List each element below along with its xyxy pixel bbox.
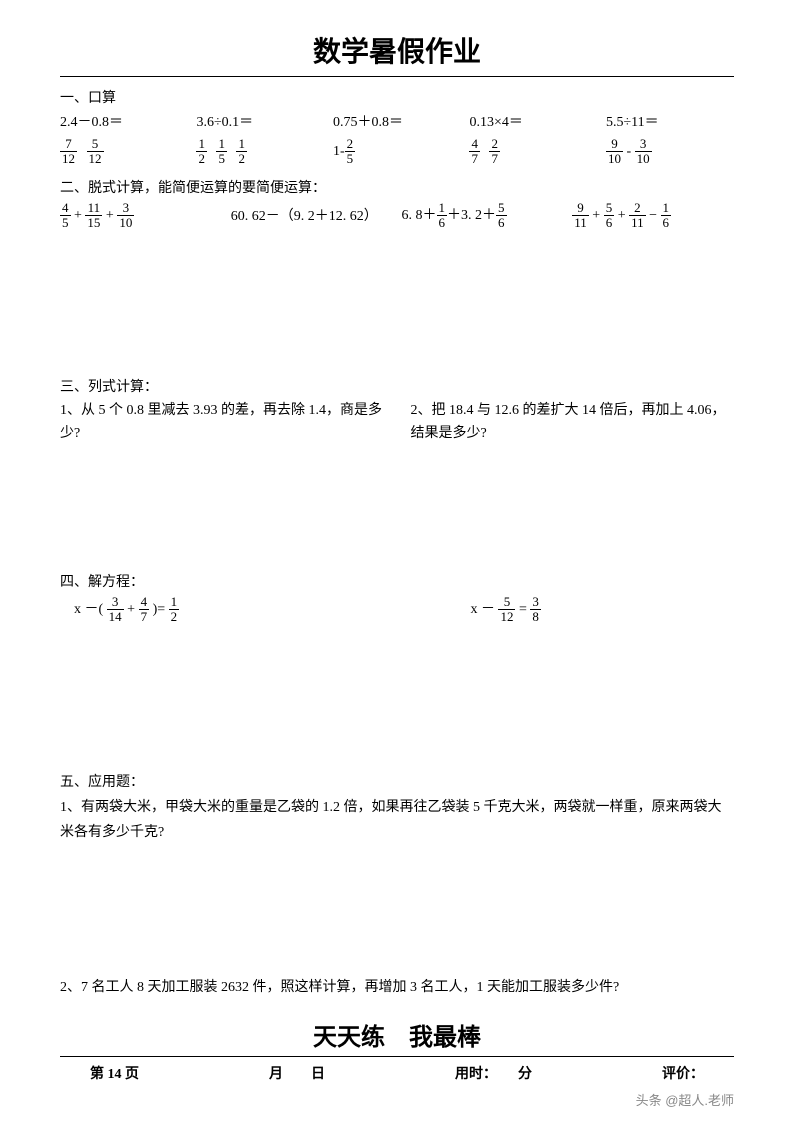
q-4-1: x －( 314 + 47 )= 12 (60, 595, 384, 625)
q-1-5: 5.5÷11＝ (606, 111, 734, 131)
q-1-6: 712 512 (60, 137, 188, 167)
footer-page: 第 14 页 (90, 1063, 139, 1083)
q-3-1: 1、从 5 个 0.8 里减去 3.93 的差，再去除 1.4，商是多少? (60, 400, 384, 445)
q-5-2: 2、7 名工人 8 天加工服装 2632 件，照这样计算，再增加 3 名工人，1… (60, 975, 734, 1000)
q-1-7: 12 15 12 (196, 137, 324, 167)
footer-time: 用时： 分 (455, 1063, 532, 1083)
section2-head: 二、脱式计算，能简便运算的要简便运算： (60, 177, 734, 197)
section5-head: 五、应用题： (60, 771, 734, 791)
q-1-9: 47 27 (469, 137, 597, 167)
q-1-3: 0.75＋0.8＝ (333, 111, 461, 131)
q-2-3: 6. 8＋16＋3. 2＋56 (402, 201, 564, 231)
q-2-1: 45 + 1115 + 310 (60, 201, 222, 231)
footer-eval: 评价： (662, 1063, 704, 1083)
rule-top (60, 76, 734, 77)
section1-head: 一、口算 (60, 87, 734, 107)
footer-motto: 天天练 我最棒 (60, 1017, 734, 1052)
section1-row2: 712 512 12 15 12 1-25 47 27 910 - 310 (60, 137, 734, 167)
q-1-10: 910 - 310 (606, 137, 734, 167)
watermark: 头条 @超人.老师 (636, 1090, 734, 1109)
q-1-8: 1-25 (333, 137, 461, 167)
section3-row: 1、从 5 个 0.8 里减去 3.93 的差，再去除 1.4，商是多少? 2、… (60, 400, 734, 445)
q-2-2: 60. 62－（9. 2＋12. 62） (231, 205, 393, 225)
rule-bottom (60, 1056, 734, 1057)
q-2-4: 911 + 56 + 211 − 16 (572, 201, 734, 231)
section4-row: x －( 314 + 47 )= 12 x － 512 = 38 (60, 595, 734, 625)
q-1-2: 3.6÷0.1＝ (196, 111, 324, 131)
footer: 天天练 我最棒 第 14 页 月 日 用时： 分 评价： (60, 1007, 734, 1083)
q-1-1: 2.4－0.8＝ (60, 111, 188, 131)
q-1-4: 0.13×4＝ (469, 111, 597, 131)
footer-date: 月 日 (269, 1063, 325, 1083)
section2-row: 45 + 1115 + 310 60. 62－（9. 2＋12. 62） 6. … (60, 201, 734, 231)
section3-head: 三、列式计算： (60, 376, 734, 396)
q-5-1: 1、有两袋大米，甲袋大米的重量是乙袋的 1.2 倍，如果再往乙袋装 5 千克大米… (60, 795, 734, 845)
section4-head: 四、解方程： (60, 571, 734, 591)
q-3-2: 2、把 18.4 与 12.6 的差扩大 14 倍后，再加上 4.06，结果是多… (410, 400, 734, 445)
page-title: 数学暑假作业 (60, 30, 734, 70)
section1-row1: 2.4－0.8＝ 3.6÷0.1＝ 0.75＋0.8＝ 0.13×4＝ 5.5÷… (60, 111, 734, 131)
q-4-2: x － 512 = 38 (410, 595, 734, 625)
